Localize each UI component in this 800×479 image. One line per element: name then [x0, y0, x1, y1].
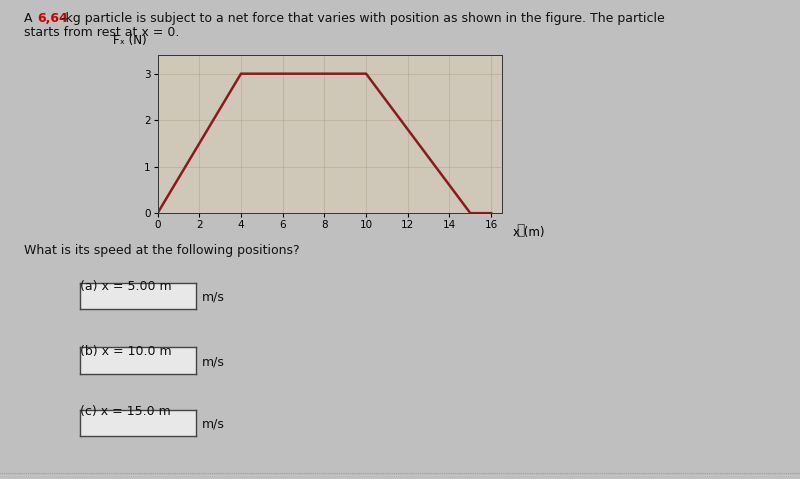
Text: m/s: m/s: [202, 355, 225, 368]
Text: m/s: m/s: [202, 417, 225, 431]
Text: -kg particle is subject to a net force that varies with position as shown in the: -kg particle is subject to a net force t…: [61, 12, 665, 25]
Text: starts from rest at x = 0.: starts from rest at x = 0.: [24, 26, 179, 39]
Text: (b) x = 10.0 m: (b) x = 10.0 m: [80, 345, 172, 358]
Text: What is its speed at the following positions?: What is its speed at the following posit…: [24, 244, 300, 257]
Y-axis label: Fₓ (N): Fₓ (N): [114, 34, 147, 47]
Text: A: A: [24, 12, 37, 25]
Text: (a) x = 5.00 m: (a) x = 5.00 m: [80, 280, 172, 293]
Text: 6,64: 6,64: [38, 12, 68, 25]
Text: ⓘ: ⓘ: [516, 223, 524, 237]
Text: (c) x = 15.0 m: (c) x = 15.0 m: [80, 405, 170, 418]
X-axis label: x (m): x (m): [514, 226, 545, 239]
Text: m/s: m/s: [202, 290, 225, 304]
